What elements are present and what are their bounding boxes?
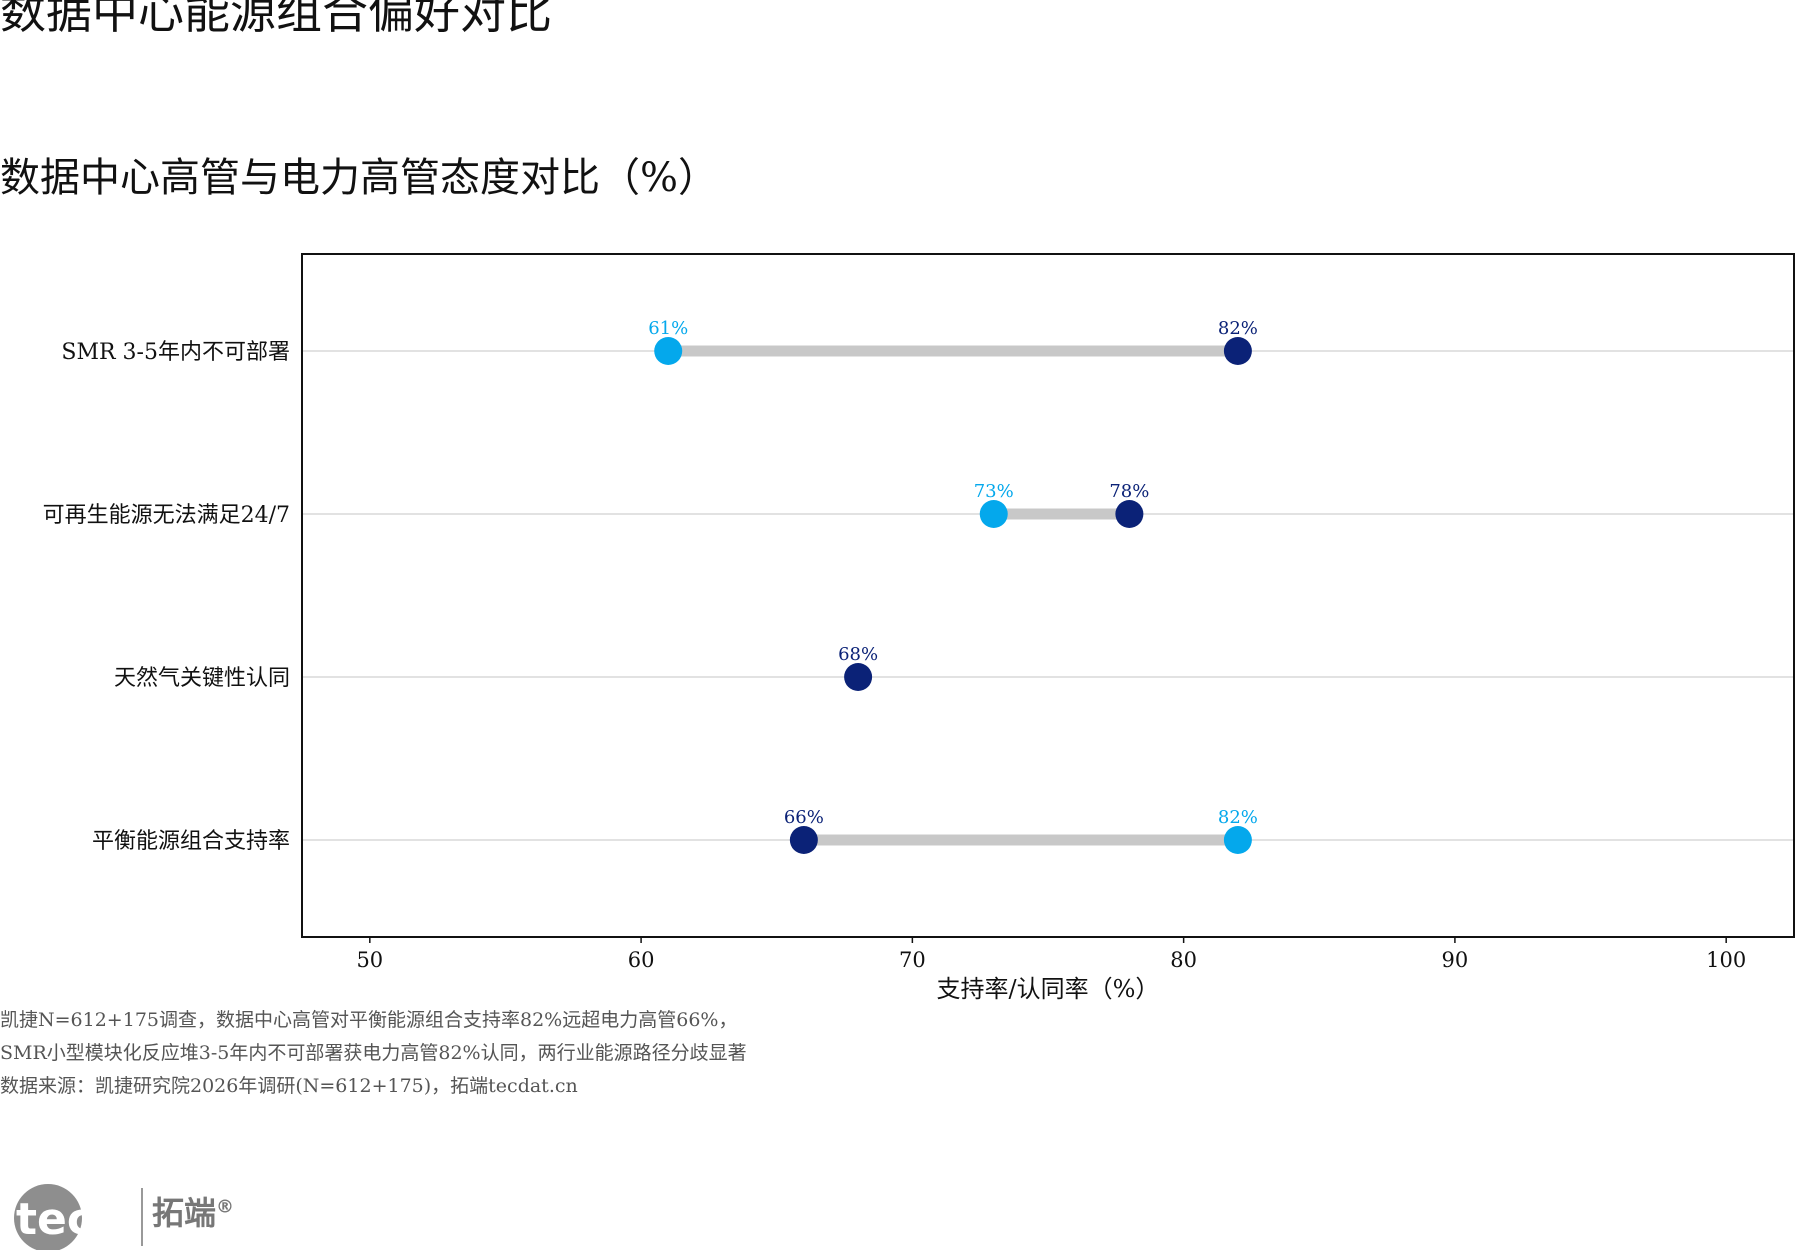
chart-notes: 凯捷N=612+175调查，数据中心高管对平衡能源组合支持率82%远超电力高管6… <box>0 1004 747 1103</box>
x-tick-label: 50 <box>356 948 383 972</box>
x-tick-label: 90 <box>1442 948 1469 972</box>
note-line-3: 数据来源：凯捷研究院2026年调研(N=612+175)，拓端tecdat.cn <box>0 1075 578 1097</box>
tecdat-logo: tecdat <box>14 1184 175 1250</box>
registered-mark: ® <box>216 1196 235 1218</box>
plot-frame <box>301 253 1795 938</box>
data-point <box>979 500 1008 528</box>
category-label: 可再生能源无法满足24/7 <box>43 503 290 528</box>
data-label: 78% <box>1109 481 1149 502</box>
data-point <box>789 826 818 854</box>
data-label: 66% <box>784 807 824 828</box>
data-point <box>654 337 683 365</box>
logo-brand: 拓端® <box>152 1188 234 1234</box>
data-label: 82% <box>1218 318 1258 339</box>
x-tick-label: 100 <box>1706 948 1746 972</box>
x-tick-label: 70 <box>899 948 926 972</box>
logo-circle <box>14 1184 82 1250</box>
note-line-1: 凯捷N=612+175调查，数据中心高管对平衡能源组合支持率82%远超电力高管6… <box>0 1009 738 1031</box>
category-label: SMR 3-5年内不可部署 <box>61 340 290 365</box>
data-point <box>1223 337 1252 365</box>
note-line-2: SMR小型模块化反应堆3-5年内不可部署获电力高管82%认同，两行业能源路径分歧… <box>0 1042 747 1064</box>
category-label: 平衡能源组合支持率 <box>92 829 290 854</box>
data-label: 82% <box>1218 807 1258 828</box>
logo-word: tecdat <box>16 1194 175 1245</box>
data-label: 61% <box>648 318 688 339</box>
category-label: 天然气关键性认同 <box>114 666 290 691</box>
page-title: 数据中心能源组合偏好对比 <box>0 0 552 39</box>
data-point <box>1223 826 1252 854</box>
data-label: 68% <box>838 644 878 665</box>
data-point <box>844 663 873 691</box>
x-tick-label: 80 <box>1170 948 1197 972</box>
chart-title: 数据中心高管与电力高管态度对比（%） <box>0 155 719 201</box>
x-tick-label: 60 <box>628 948 655 972</box>
x-axis-title: 支持率/认同率（%） <box>937 975 1160 1000</box>
data-label: 73% <box>974 481 1014 502</box>
data-point <box>1115 500 1144 528</box>
logo-cn: 拓端 <box>152 1194 217 1232</box>
